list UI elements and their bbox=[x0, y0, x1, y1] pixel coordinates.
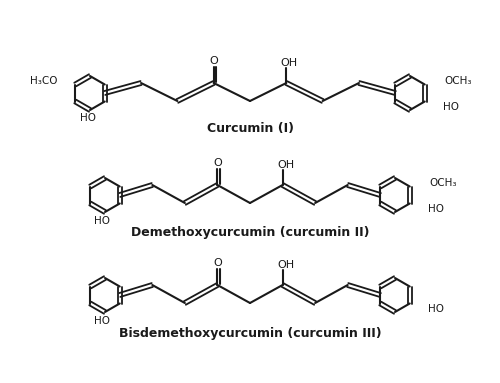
Text: H₃CO: H₃CO bbox=[30, 75, 58, 85]
Text: HO: HO bbox=[80, 113, 96, 123]
Text: HO: HO bbox=[428, 303, 444, 314]
Text: O: O bbox=[210, 56, 218, 66]
Text: Demethoxycurcumin (curcumin II): Demethoxycurcumin (curcumin II) bbox=[131, 226, 369, 239]
Text: OH: OH bbox=[277, 160, 294, 170]
Text: HO: HO bbox=[94, 216, 110, 226]
Text: OH: OH bbox=[277, 260, 294, 270]
Text: O: O bbox=[213, 158, 222, 168]
Text: Curcumin (I): Curcumin (I) bbox=[206, 121, 294, 134]
Text: HO: HO bbox=[428, 203, 444, 213]
Text: OCH₃: OCH₃ bbox=[444, 75, 472, 85]
Text: HO: HO bbox=[94, 316, 110, 326]
Text: OH: OH bbox=[281, 58, 298, 68]
Text: OCH₃: OCH₃ bbox=[430, 177, 457, 188]
Text: Bisdemethoxycurcumin (curcumin III): Bisdemethoxycurcumin (curcumin III) bbox=[118, 326, 382, 339]
Text: HO: HO bbox=[442, 101, 458, 111]
Text: O: O bbox=[213, 258, 222, 268]
